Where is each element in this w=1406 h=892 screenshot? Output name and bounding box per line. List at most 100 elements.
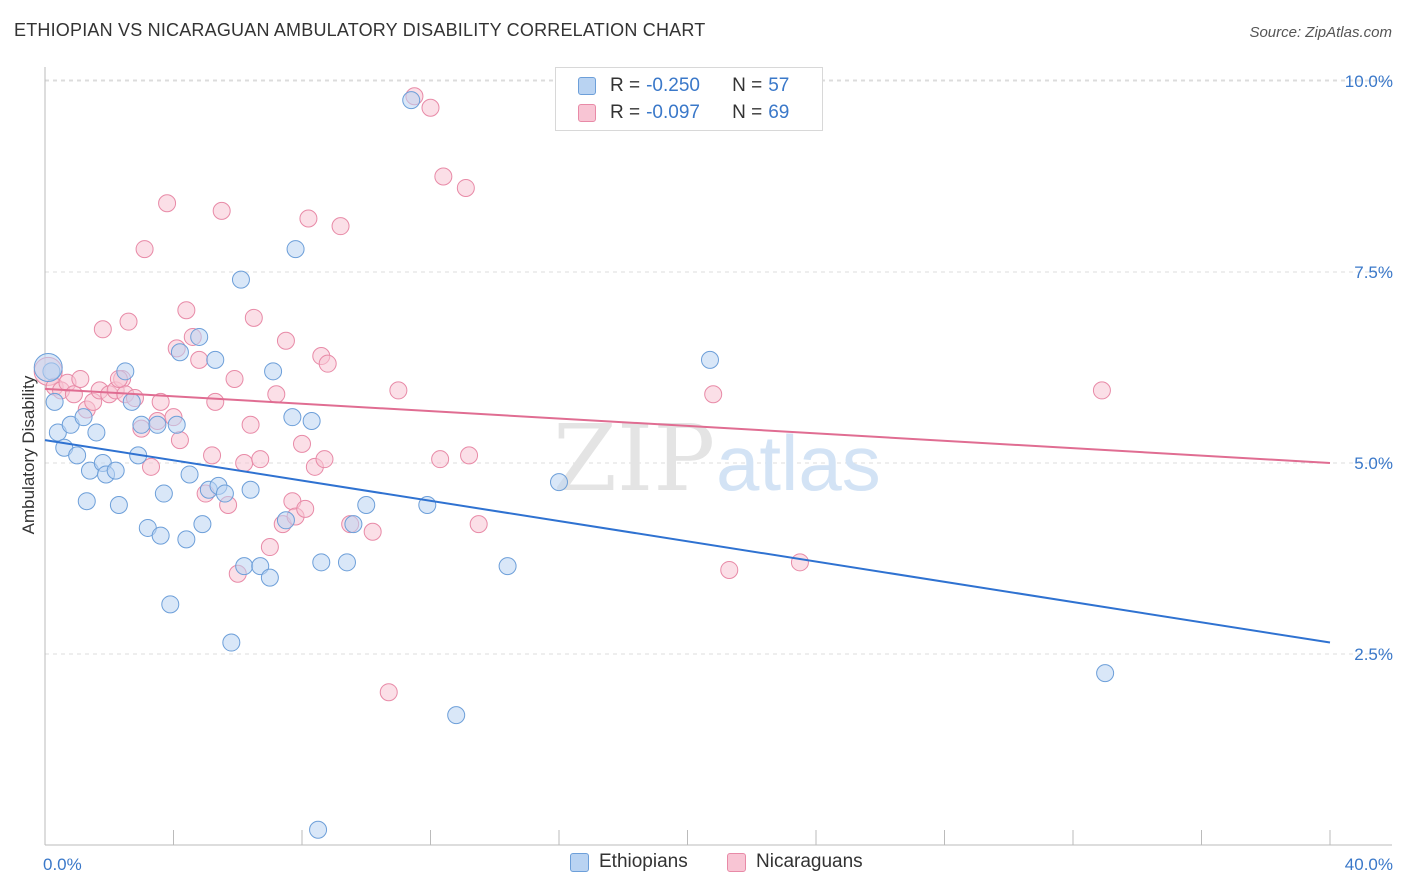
legend-r-label: R = (610, 102, 641, 123)
nicaraguans-points (33, 87, 1111, 702)
ethiopians-trend-line (44, 439, 1331, 644)
nicaraguan-point (235, 454, 254, 472)
nicaraguan-point (434, 167, 453, 186)
ethiopians-swatch (578, 77, 596, 95)
ethiopian-point (276, 511, 295, 530)
nicaraguan-point (1092, 381, 1111, 400)
nicaraguan-point (244, 308, 263, 327)
ethiopian-point (180, 465, 199, 484)
nicaraguan-point (379, 683, 398, 702)
ethiopian-point (357, 496, 376, 515)
legend-ethiopians-label: Ethiopians (599, 851, 688, 872)
nicaraguan-point (293, 434, 311, 453)
nicaraguan-point (177, 301, 196, 320)
legend-item-nicaraguans[interactable]: Nicaraguans (727, 851, 863, 873)
ethiopian-point (87, 423, 106, 442)
legend-n-value: 57 (768, 75, 790, 96)
nicaraguan-point (421, 98, 440, 117)
y-tick-label: 7.5% (1354, 263, 1393, 282)
y-axis-label: Ambulatory Disability (19, 375, 38, 534)
ethiopian-point (235, 557, 254, 576)
legend-row-ethiopians: R = -0.250 N = 57 (578, 73, 789, 99)
nicaraguan-point (93, 320, 112, 339)
trend-lines (44, 387, 1331, 644)
x-tick-label: 0.0% (43, 855, 82, 874)
ethiopian-point (122, 392, 141, 411)
y-tick-label: 2.5% (1354, 645, 1393, 664)
nicaraguan-point (296, 499, 315, 518)
nicaraguans-trend-line (44, 387, 1331, 464)
ethiopian-point (231, 270, 250, 289)
x-tick-label: 40.0% (1345, 855, 1393, 874)
nicaraguan-point (267, 385, 286, 404)
nicaraguan-point (71, 369, 90, 388)
ethiopian-point (68, 446, 87, 465)
nicaraguan-point (299, 209, 318, 228)
ethiopians-legend-swatch (570, 852, 589, 872)
y-tick-label: 10.0% (1345, 72, 1393, 91)
source-label: Source: ZipAtlas.com (1249, 24, 1392, 41)
nicaraguan-point (241, 415, 260, 434)
legend-r-label: R = (610, 75, 641, 96)
nicaraguan-point (704, 385, 723, 404)
tick-labels: 2.5% 5.0% 7.5% 10.0% 0.0% 40.0% (43, 72, 1393, 874)
nicaraguans-legend-swatch (727, 852, 746, 872)
legend-item-ethiopians[interactable]: Ethiopians (570, 851, 688, 873)
legend-nicaraguans-label: Nicaraguans (756, 851, 863, 872)
ethiopian-point (251, 557, 270, 576)
ethiopian-point (190, 327, 209, 346)
ethiopian-point (309, 820, 328, 839)
ethiopian-point (344, 515, 363, 534)
nicaraguan-point (251, 450, 270, 469)
ethiopian-point (148, 415, 167, 434)
ethiopian-point (193, 515, 212, 534)
nicaraguan-point (363, 522, 382, 541)
ethiopian-point (206, 350, 225, 369)
nicaraguan-point (212, 201, 231, 220)
ethiopian-point (177, 530, 196, 549)
ethiopian-point (33, 353, 63, 382)
nicaraguan-point (389, 381, 408, 400)
nicaraguan-point (331, 217, 350, 236)
nicaraguan-point (460, 446, 479, 465)
nicaraguan-point (431, 450, 450, 469)
ethiopian-point (109, 496, 128, 515)
nicaraguan-point (720, 560, 739, 579)
y-tick-label: 5.0% (1354, 454, 1393, 473)
ethiopian-point (161, 595, 180, 614)
nicaraguan-point (142, 457, 161, 476)
ethiopian-point (45, 392, 64, 411)
nicaraguan-point (469, 515, 488, 534)
nicaraguan-point (135, 240, 154, 259)
ethiopian-point (106, 461, 125, 480)
legend-n-label: N = (732, 75, 763, 96)
nicaraguan-point (170, 431, 189, 450)
nicaraguan-point (158, 194, 177, 213)
chart-title: ETHIOPIAN VS NICARAGUAN AMBULATORY DISAB… (14, 20, 706, 40)
ethiopian-point (264, 362, 283, 381)
ethiopian-point (700, 350, 719, 369)
watermark-atlas: atlas (716, 419, 881, 507)
nicaraguan-point (790, 553, 809, 572)
ethiopian-point (312, 553, 331, 572)
nicaraguan-point (276, 331, 295, 350)
ethiopian-point (498, 557, 517, 576)
nicaraguan-point (151, 392, 170, 411)
ethiopian-point (151, 526, 170, 545)
nicaraguan-point (119, 312, 138, 331)
watermark: ZIP atlas (553, 405, 881, 512)
ethiopian-point (132, 415, 151, 434)
ethiopian-point (260, 568, 279, 587)
nicaraguan-point (456, 178, 475, 197)
nicaraguan-point (190, 350, 209, 369)
ethiopian-point (170, 343, 189, 362)
ethiopian-point (447, 706, 466, 725)
nicaraguan-point (206, 392, 225, 411)
ethiopian-point (77, 492, 96, 511)
nicaraguan-point (318, 354, 337, 373)
legend-row-nicaraguans: R = -0.097 N = 69 (578, 100, 789, 126)
nicaraguan-point (203, 446, 222, 465)
ethiopian-point (154, 484, 173, 503)
ethiopian-point (337, 553, 356, 572)
